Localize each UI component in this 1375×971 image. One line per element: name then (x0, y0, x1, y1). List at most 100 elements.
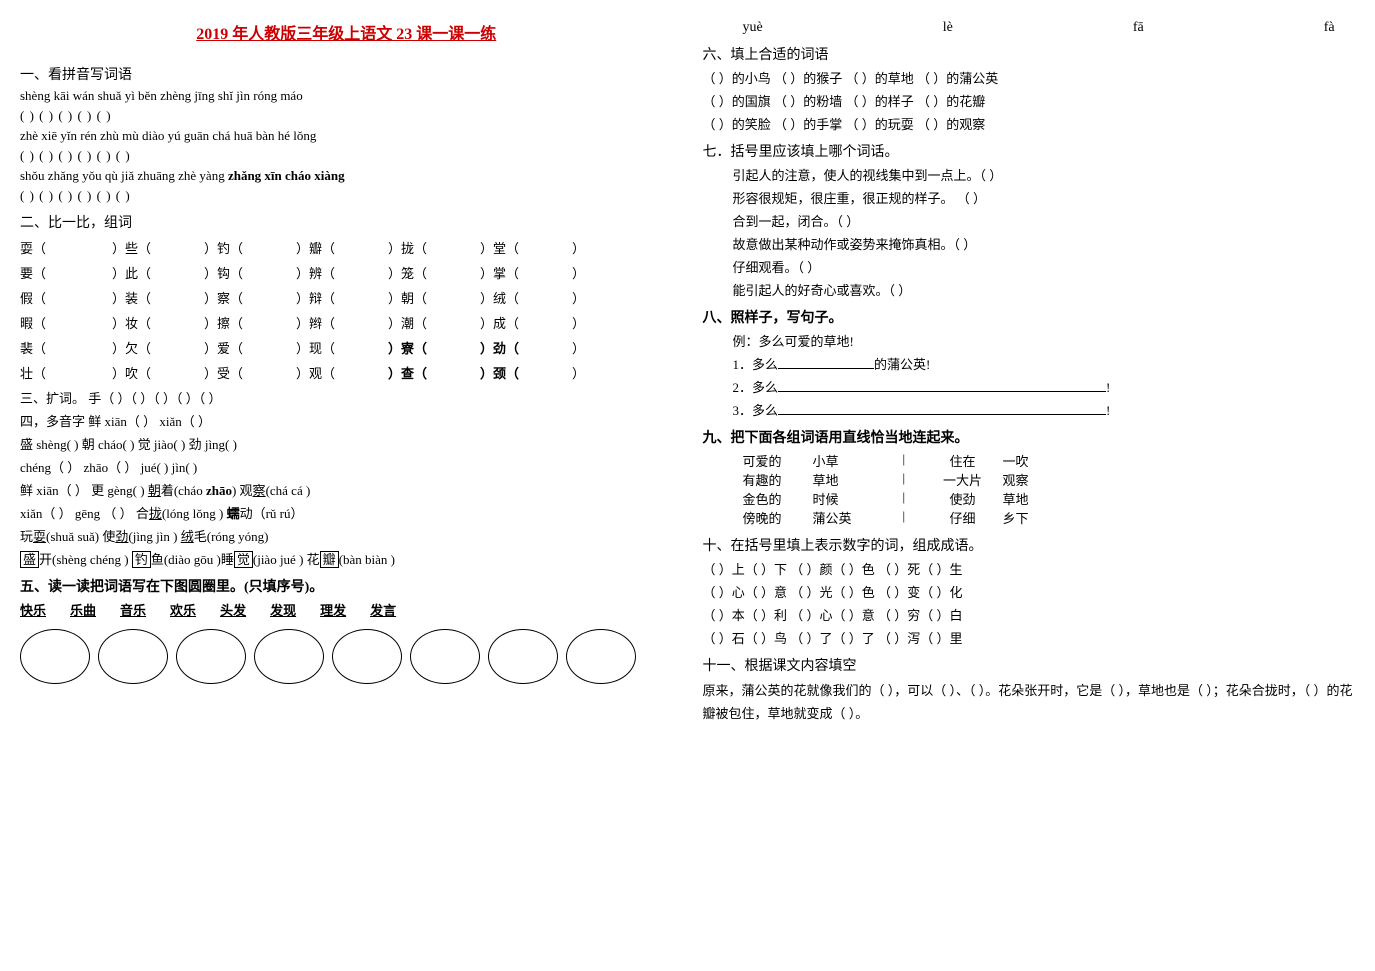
circle (254, 629, 324, 684)
def-line: 合到一起，闭合。（ ） (733, 211, 1356, 230)
char-cell: ）钩（ (204, 263, 294, 282)
doc-title: 2019 年人教版三年级上语文 23 课一课一练 (20, 20, 673, 44)
pinyin-line: shèng kāi wán shuǎ yì běn zhèng jīng shǐ… (20, 88, 673, 104)
pinyin-label: fā (1133, 20, 1144, 36)
connect-cell: 草地 (813, 470, 903, 489)
boxed-char: 钓 (132, 551, 151, 568)
boxed-char: 盛 (20, 551, 39, 568)
fill-line: （ ）的小鸟 （ ）的猴子 （ ）的草地 （ ）的蒲公英 (703, 68, 1356, 87)
section-11-text: 原来，蒲公英的花就像我们的（ ），可以（ ）、（ ）。花朵张开时，它是（ ），草… (703, 679, 1356, 726)
fill-line: （ ）的国旗 （ ）的粉墙 （ ）的样子 （ ）的花瓣 (703, 91, 1356, 110)
word-item: 头发 (220, 603, 246, 618)
char-cell: ）瓣（ (296, 238, 386, 257)
word-item: 发言 (370, 603, 396, 618)
connect-cell: 仔细 (923, 508, 1003, 527)
pinyin-line: shǒu zhǎng yǒu qù jiǎ zhuāng zhè yàng zh… (20, 168, 673, 184)
connect-cell: 住在 (923, 451, 1003, 470)
char-cell: ） (572, 338, 585, 357)
char-cell: 假（ (20, 288, 110, 307)
def-line: 形容很规矩，很庄重，很正规的样子。 （ ） (733, 188, 1356, 207)
section-5-words: 快乐乐曲音乐欢乐头发发现理发发言 (20, 600, 673, 619)
word-item: 乐曲 (70, 603, 96, 618)
char-cell: ）颈（ (480, 363, 570, 382)
circle (98, 629, 168, 684)
word-item: 音乐 (120, 603, 146, 618)
poly-line: 玩耍(shuǎ suǎ) 使劲(jìng jìn ) 绒毛(róng yóng) (20, 526, 673, 545)
def-line: 能引起人的好奇心或喜欢。（ ） (733, 280, 1356, 299)
connect-row: 可爱的小草|住在一吹 (743, 451, 1356, 470)
connect-cell: 观察 (1003, 470, 1063, 489)
char-cell: ）钓（ (204, 238, 294, 257)
section-6-lines: （ ）的小鸟 （ ）的猴子 （ ）的草地 （ ）的蒲公英 （ ）的国旗 （ ）的粉… (703, 68, 1356, 133)
char-cell: ）成（ (480, 313, 570, 332)
idiom-line: （ ）石（ ）鸟 （ ）了（ ）了 （ ）泻（ ）里 (703, 628, 1356, 647)
char-cell: ）掌（ (480, 263, 570, 282)
char-cell: ）绒（ (480, 288, 570, 307)
char-cell: ）笼（ (388, 263, 478, 282)
circle (20, 629, 90, 684)
section-9-head: 九、把下面各组词语用直线恰当地连起来。 (703, 427, 1356, 447)
char-cell: ）辩（ (296, 288, 386, 307)
section-8-head: 八、照样子，写句子。 (703, 307, 1356, 327)
section-7-lines: 引起人的注意，使人的视线集中到一点上。（ ） 形容很规矩，很庄重，很正规的样子。 … (733, 165, 1356, 299)
connect-cell: 一吹 (1003, 451, 1063, 470)
char-grid: 耍（）些（）钓（）瓣（）拢（）堂（）要（）此（）钩（）辨（）笼（）掌（）假（）装… (20, 238, 673, 382)
connect-row: 傍晚的蒲公英|仔细乡下 (743, 508, 1356, 527)
def-line: 仔细观看。（ ） (733, 257, 1356, 276)
example-line: 2．多么! (733, 377, 1356, 396)
char-row: 假（）装（）察（）辩（）朝（）绒（） (20, 288, 673, 307)
section-9-table: 可爱的小草|住在一吹有趣的草地|一大片观察金色的时候|使劲草地傍晚的蒲公英|仔细… (743, 451, 1356, 527)
connect-cell: 乡下 (1003, 508, 1063, 527)
circle (332, 629, 402, 684)
boxed-char: 瓣 (320, 551, 339, 568)
def-line: 引起人的注意，使人的视线集中到一点上。（ ） (733, 165, 1356, 184)
section-10-lines: （ ）上（ ）下 （ ）颜（ ）色 （ ）死（ ）生（ ）心（ ）意 （ ）光（… (703, 559, 1356, 647)
connect-cell: 小草 (813, 451, 903, 470)
poly-line: 盛 shèng( ) 朝 cháo( ) 觉 jiào( ) 劲 jìng( ) (20, 434, 673, 453)
char-cell: ）辫（ (296, 313, 386, 332)
section-7-head: 七．括号里应该填上哪个词话。 (703, 141, 1356, 161)
char-cell: ）此（ (112, 263, 202, 282)
connect-cell: 一大片 (923, 470, 1003, 489)
char-cell: ） (572, 363, 585, 382)
circle (176, 629, 246, 684)
section-10-head: 十、在括号里填上表示数字的词，组成成语。 (703, 535, 1356, 555)
fill-line: （ ）的笑脸 （ ）的手掌 （ ）的玩耍 （ ）的观察 (703, 114, 1356, 133)
section-3-head: 三、扩词。 手（ ）（ ）（ ）（ ）（ ） (20, 388, 673, 407)
section-2-head: 二、比一比，组词 (20, 212, 673, 232)
char-cell: ）吹（ (112, 363, 202, 382)
pinyin-label: lè (943, 20, 953, 36)
def-line: 故意做出某种动作或姿势来掩饰真相。（ ） (733, 234, 1356, 253)
connect-cell: 草地 (1003, 489, 1063, 508)
char-row: 壮（）吹（）受（）观（）查（）颈（） (20, 363, 673, 382)
char-row: 耍（）些（）钓（）瓣（）拢（）堂（） (20, 238, 673, 257)
char-cell: ）查（ (388, 363, 478, 382)
section-5-head: 五、读一读把词语写在下图圆圈里。(只填序号)。 (20, 576, 673, 596)
char-cell: 裴（ (20, 338, 110, 357)
connect-cell: 金色的 (743, 489, 813, 508)
connect-row: 金色的时候|使劲草地 (743, 489, 1356, 508)
example-line: 例：多么可爱的草地! (733, 331, 1356, 350)
word-item: 发现 (270, 603, 296, 618)
section-11-head: 十一、根据课文内容填空 (703, 655, 1356, 675)
section-4-lines: 盛 shèng( ) 朝 cháo( ) 觉 jiào( ) 劲 jìng( )… (20, 434, 673, 545)
char-cell: ）朝（ (388, 288, 478, 307)
paren-line: ( ) ( ) ( ) ( ) ( ) (20, 108, 673, 124)
word-item: 欢乐 (170, 603, 196, 618)
section-6-head: 六、填上合适的词语 (703, 44, 1356, 64)
char-cell: ）欠（ (112, 338, 202, 357)
section-4-boxed: 盛开(shèng chéng ) 钓鱼(diào gōu )睡觉(jiào ju… (20, 549, 673, 568)
char-row: 暇（）妆（）擦（）辫（）潮（）成（） (20, 313, 673, 332)
poly-line: chéng（ ） zhāo（ ） jué( ) jìn( ) (20, 457, 673, 476)
char-cell: ）妆（ (112, 313, 202, 332)
connect-cell: 有趣的 (743, 470, 813, 489)
char-cell: 壮（ (20, 363, 110, 382)
char-cell: ）些（ (112, 238, 202, 257)
circle (566, 629, 636, 684)
circle-row (20, 629, 673, 684)
connect-cell: | (903, 451, 923, 470)
char-cell: 耍（ (20, 238, 110, 257)
top-pinyin-row: yuè lè fā fà (703, 20, 1356, 36)
pinyin-line: zhè xiē yǐn rén zhù mù diào yú guān chá … (20, 128, 673, 144)
connect-cell: 蒲公英 (813, 508, 903, 527)
